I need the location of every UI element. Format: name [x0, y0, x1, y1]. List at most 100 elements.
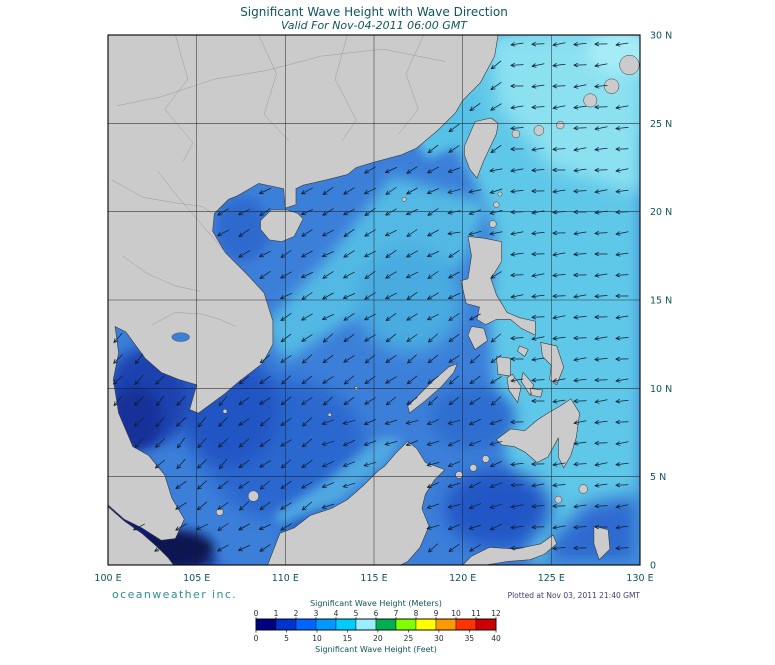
colorbar-title-meters: Significant Wave Height (Meters)	[310, 599, 442, 608]
colorbar-segment	[335, 618, 357, 631]
land-layer	[108, 35, 640, 565]
lat-label: 10 N	[650, 384, 672, 395]
lake	[171, 332, 190, 342]
islet	[493, 201, 500, 208]
islet	[497, 191, 503, 197]
colorbar-label-meters: 3	[314, 609, 319, 618]
wave-field-blob	[444, 469, 552, 548]
land-mindoro	[467, 326, 488, 350]
islet	[619, 54, 640, 76]
colorbar-segment	[475, 618, 497, 631]
colorbar-label-meters: 6	[374, 609, 379, 618]
colorbar-segment	[455, 618, 477, 631]
lon-label: 105 E	[183, 573, 210, 584]
colorbar-label-feet: 40	[491, 634, 501, 643]
map-content	[108, 35, 640, 565]
longitude-axis-labels: 100 E 105 E 110 E 115 E 120 E 125 E 130 E	[94, 573, 653, 584]
inner-border-line	[111, 179, 213, 214]
colorbar-label-meters: 1	[274, 609, 279, 618]
islet	[469, 464, 478, 472]
islet	[455, 471, 463, 479]
inner-border-line	[398, 35, 424, 135]
colorbar-label-feet: 5	[284, 634, 289, 643]
islet	[401, 196, 407, 202]
islet	[533, 125, 545, 136]
inner-border-line	[258, 35, 290, 142]
land-taiwan	[464, 117, 499, 179]
chart-subtitle: Valid For Nov-04-2011 06:00 GMT	[281, 19, 468, 32]
lat-label: 20 N	[650, 207, 672, 218]
land-bohol	[529, 387, 543, 398]
colorbar-segment	[255, 618, 277, 631]
wave-direction-arrows-layer	[112, 41, 629, 553]
colorbar-label-meters: 8	[414, 609, 419, 618]
land-borneo	[267, 440, 446, 565]
colorbar-label-meters: 12	[491, 609, 501, 618]
lon-label: 120 E	[449, 573, 476, 584]
islet	[327, 412, 332, 417]
colorbar-label-meters: 5	[354, 609, 359, 618]
islet	[554, 495, 563, 504]
lon-label: 100 E	[94, 573, 121, 584]
islet	[489, 220, 497, 228]
land-sulawesi-north	[462, 534, 558, 565]
islet	[603, 78, 620, 94]
islet	[583, 93, 598, 108]
islet	[556, 120, 565, 130]
colorbar-label-meters: 4	[334, 609, 339, 618]
latitude-axis-labels: 30 N 25 N 20 N 15 N 10 N 5 N 0	[650, 31, 672, 572]
inner-border-line	[152, 312, 236, 327]
colorbar-label-feet: 25	[404, 634, 414, 643]
colorbar-segment	[375, 618, 397, 631]
wave-field-blob	[542, 494, 640, 565]
colorbar: 0 1 2 3 4 5 6 7 8 9 10 11 120 5 10 15 20 25 30 35 40	[254, 609, 501, 643]
colorbar-label-meters: 10	[451, 609, 461, 618]
islet	[481, 455, 490, 463]
inner-border-line	[334, 35, 357, 142]
lat-label: 30 N	[650, 31, 672, 42]
inner-border-line	[122, 255, 201, 292]
inner-border-line	[164, 35, 194, 163]
land-halmahera	[593, 525, 611, 561]
colorbar-label-feet: 10	[312, 634, 322, 643]
colorbar-label-feet: 20	[373, 634, 383, 643]
lat-label: 5 N	[650, 472, 666, 483]
colorbar-label-feet: 0	[254, 634, 259, 643]
map-frame	[107, 34, 641, 566]
lat-label: 0	[650, 561, 656, 572]
land-mainland-asia	[108, 35, 499, 541]
colorbar-label-feet: 35	[465, 634, 475, 643]
inner-border-line	[116, 48, 445, 106]
colorbar-label-meters: 2	[294, 609, 299, 618]
land-hainan	[260, 209, 304, 243]
islet	[511, 129, 521, 139]
colorbar-label-feet: 30	[434, 634, 444, 643]
colorbar-segment	[395, 618, 417, 631]
colorbar-segment	[415, 618, 437, 631]
land-sumatra	[108, 506, 174, 565]
islet	[578, 484, 588, 494]
colorbar-segment	[435, 618, 457, 631]
lon-label: 115 E	[360, 573, 387, 584]
colorbar-segment	[355, 618, 377, 631]
colorbar-label-meters: 11	[471, 609, 481, 618]
chart-title: Significant Wave Height with Wave Direct…	[240, 5, 508, 19]
colorbar-label-meters: 0	[254, 609, 259, 618]
colorbar-label-feet: 15	[343, 634, 353, 643]
lon-label: 110 E	[272, 573, 299, 584]
colorbar-label-meters: 9	[434, 609, 439, 618]
lon-label: 125 E	[538, 573, 565, 584]
colorbar-label-meters: 7	[394, 609, 399, 618]
land-masbate	[517, 345, 529, 357]
wave-arrows	[112, 41, 629, 553]
land-mindanao	[495, 398, 581, 469]
wave-field-blob	[272, 437, 403, 527]
colorbar-segment	[315, 618, 337, 631]
islet	[222, 408, 228, 414]
colorbar-title-feet: Significant Wave Height (Feet)	[315, 645, 437, 654]
wave-field-blob	[216, 197, 270, 262]
lat-label: 25 N	[650, 119, 672, 130]
lat-label: 15 N	[650, 296, 672, 307]
